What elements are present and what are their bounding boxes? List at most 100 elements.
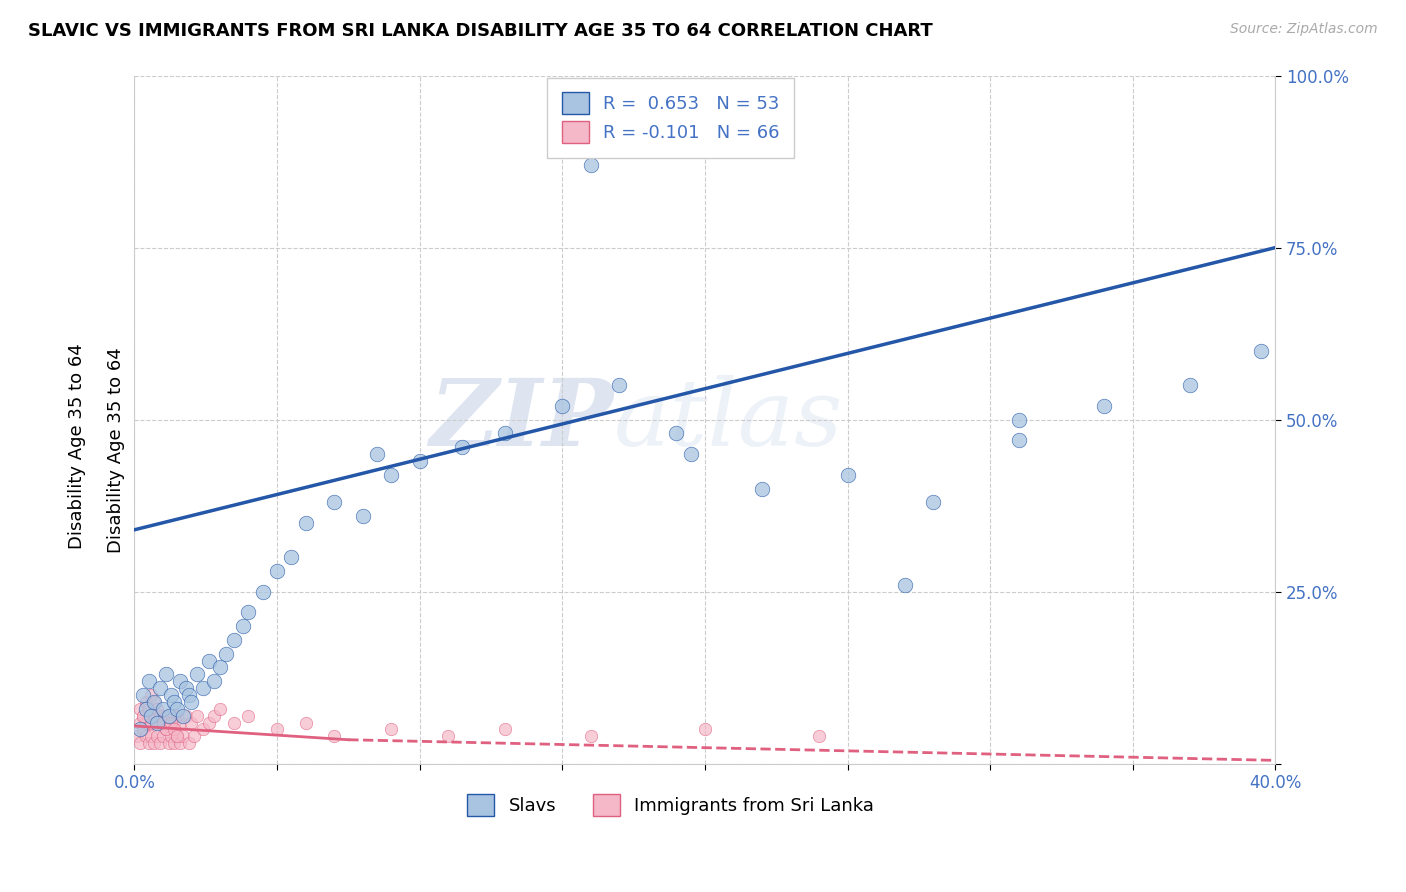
Point	[149, 708, 172, 723]
Point	[149, 736, 172, 750]
Point	[837, 467, 859, 482]
Point	[169, 736, 191, 750]
Point	[132, 708, 155, 723]
Point	[202, 708, 225, 723]
Point	[197, 654, 219, 668]
Point	[224, 715, 246, 730]
Point	[252, 584, 274, 599]
Point	[922, 495, 945, 509]
Point	[149, 708, 172, 723]
Point	[214, 647, 236, 661]
Point	[143, 695, 166, 709]
Point	[266, 564, 288, 578]
Point	[155, 708, 177, 723]
Point	[141, 715, 163, 730]
Point	[174, 681, 197, 695]
Point	[693, 723, 716, 737]
Point	[174, 708, 197, 723]
Point	[202, 674, 225, 689]
Point	[679, 447, 702, 461]
Point	[280, 550, 302, 565]
Point	[157, 736, 180, 750]
Point	[127, 729, 149, 743]
Point	[129, 702, 152, 716]
Point	[166, 729, 188, 743]
Point	[224, 632, 246, 647]
Point	[1092, 399, 1115, 413]
Point	[177, 688, 200, 702]
Point	[180, 715, 202, 730]
Point	[294, 715, 316, 730]
Point	[1250, 343, 1272, 358]
Point	[157, 708, 180, 723]
Point	[166, 702, 188, 716]
Point	[494, 426, 516, 441]
Point	[152, 715, 174, 730]
Text: SLAVIC VS IMMIGRANTS FROM SRI LANKA DISABILITY AGE 35 TO 64 CORRELATION CHART: SLAVIC VS IMMIGRANTS FROM SRI LANKA DISA…	[28, 22, 932, 40]
Point	[146, 715, 169, 730]
Point	[579, 158, 602, 172]
Point	[208, 660, 231, 674]
Point	[380, 723, 402, 737]
Point	[232, 619, 254, 633]
Point	[323, 495, 346, 509]
Point	[352, 509, 374, 524]
Point	[1178, 378, 1201, 392]
Point	[191, 681, 214, 695]
Point	[143, 695, 166, 709]
Point	[607, 378, 630, 392]
Point	[132, 708, 155, 723]
Point	[751, 482, 773, 496]
Text: ZIP: ZIP	[429, 375, 613, 465]
Point	[323, 729, 346, 743]
Point	[155, 723, 177, 737]
Point	[138, 736, 160, 750]
Point	[238, 708, 260, 723]
Point	[152, 702, 174, 716]
Point	[141, 688, 163, 702]
Point	[155, 723, 177, 737]
Point	[146, 715, 169, 730]
Point	[163, 715, 186, 730]
Point	[132, 688, 155, 702]
Point	[143, 708, 166, 723]
Point	[160, 708, 183, 723]
Point	[186, 667, 208, 681]
Point	[183, 729, 205, 743]
Point	[366, 447, 388, 461]
Point	[138, 674, 160, 689]
Point	[172, 729, 194, 743]
Point	[146, 729, 169, 743]
Point	[665, 426, 688, 441]
Point	[141, 729, 163, 743]
Point	[132, 723, 155, 737]
Point	[579, 729, 602, 743]
Point	[408, 454, 430, 468]
Point	[266, 723, 288, 737]
Text: Disability Age 35 to 64: Disability Age 35 to 64	[107, 348, 125, 553]
Point	[166, 708, 188, 723]
Point	[494, 723, 516, 737]
Point	[160, 715, 183, 730]
Point	[160, 729, 183, 743]
Point	[186, 708, 208, 723]
Text: Source: ZipAtlas.com: Source: ZipAtlas.com	[1230, 22, 1378, 37]
Point	[157, 715, 180, 730]
Point	[437, 729, 460, 743]
Point	[238, 606, 260, 620]
Text: Disability Age 35 to 64: Disability Age 35 to 64	[69, 343, 86, 549]
Point	[163, 723, 186, 737]
Point	[208, 702, 231, 716]
Point	[143, 736, 166, 750]
Point	[294, 516, 316, 530]
Point	[893, 578, 915, 592]
Text: atlas: atlas	[613, 375, 844, 465]
Point	[129, 715, 152, 730]
Point	[177, 736, 200, 750]
Point	[380, 467, 402, 482]
Point	[129, 723, 152, 737]
Point	[169, 674, 191, 689]
Point	[166, 729, 188, 743]
Point	[169, 715, 191, 730]
Point	[152, 715, 174, 730]
